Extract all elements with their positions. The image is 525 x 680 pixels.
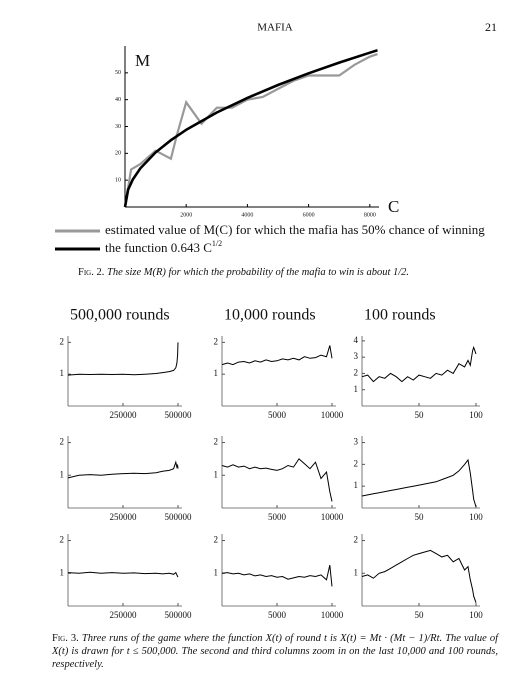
y-tick-label: 2 [214,437,219,447]
y-tick-label: 2 [354,368,359,378]
data-line [67,342,179,376]
legend-label-text: estimated value of M(C) for which the ma… [105,222,485,237]
y-tick-label: 1 [60,469,65,479]
running-title: MAFIA [257,22,293,34]
y-tick-label: 2 [214,535,219,545]
y-tick-label: 2 [214,336,219,346]
x-tick-label: 10000 [321,410,344,420]
data-line [361,549,477,603]
y-tick-label: 1 [214,469,219,479]
y-tick-label: 4 [354,335,359,345]
page-number: 21 [485,20,497,34]
y-tick-label: 1 [354,384,359,394]
x-tick-label: 5000 [268,410,287,420]
y-tick-label: 3 [354,437,359,447]
x-tick-label: 500000 [165,512,193,522]
y-tick-label: 1 [354,480,359,490]
y-tick-label: 2 [60,437,65,447]
column-title: 10,000 rounds [224,307,316,324]
x-tick-label: 100 [469,410,483,420]
y-axis-label: M [135,51,150,70]
fig3-caption: Fig. 3. Three runs of the game where the… [52,632,498,671]
caption-text: The size M(R) for which the probability … [106,267,410,278]
x-tick-label: 250000 [110,512,138,522]
y-tick-label: 40 [115,97,121,103]
y-tick-label: 10 [115,178,121,184]
data-line [221,458,333,502]
data-line [123,49,378,208]
legend-superscript: 1/2 [212,239,222,248]
y-tick-label: 2 [354,458,359,468]
y-tick-label: 50 [115,70,121,76]
x-tick-label: 100 [469,512,483,522]
x-tick-label: 50 [415,410,425,420]
y-tick-label: 2 [60,336,65,346]
x-axis-label: C [388,197,399,216]
data-line [361,458,477,508]
column-title: 100 rounds [364,307,436,324]
x-tick-label: 250000 [110,610,138,620]
data-line [221,345,333,366]
y-tick-label: 1 [60,368,65,378]
x-tick-label: 8000 [364,212,376,218]
y-tick-label: 1 [354,567,359,577]
data-line [123,53,378,208]
column-title: 500,000 rounds [70,307,170,324]
x-tick-label: 250000 [110,410,138,420]
fig2-caption: Fig. 2. The size M(R) for which the prob… [78,266,498,279]
data-line [361,345,477,383]
x-tick-label: 100 [469,610,483,620]
y-tick-label: 2 [354,535,359,545]
data-line [67,571,179,578]
x-tick-label: 50 [415,610,425,620]
x-tick-label: 500000 [165,410,193,420]
y-tick-label: 1 [214,368,219,378]
x-tick-label: 10000 [321,512,344,522]
caption-label: Fig. 2. [78,267,105,278]
y-tick-label: 30 [115,124,121,130]
y-tick-label: 2 [60,535,65,545]
caption-label: Fig. 3. [52,633,79,644]
x-tick-label: 2000 [180,212,192,218]
x-tick-label: 10000 [321,610,344,620]
x-tick-label: 4000 [241,212,253,218]
legend-label-text: the function 0.643 C [105,240,212,255]
y-tick-label: 20 [115,151,121,157]
x-tick-label: 500000 [165,610,193,620]
x-tick-label: 5000 [268,512,287,522]
y-tick-label: 1 [214,567,219,577]
data-line [221,564,333,587]
x-tick-label: 5000 [268,610,287,620]
caption-text: Three runs of the game where the functio… [52,633,499,670]
y-tick-label: 1 [60,567,65,577]
legend-label: estimated value of M(C) for which the ma… [105,222,485,237]
x-tick-label: 6000 [303,212,315,218]
legend-label: the function 0.643 C1/2 [105,239,222,255]
y-tick-label: 3 [354,351,359,361]
data-line [67,460,179,479]
x-tick-label: 50 [415,512,425,522]
